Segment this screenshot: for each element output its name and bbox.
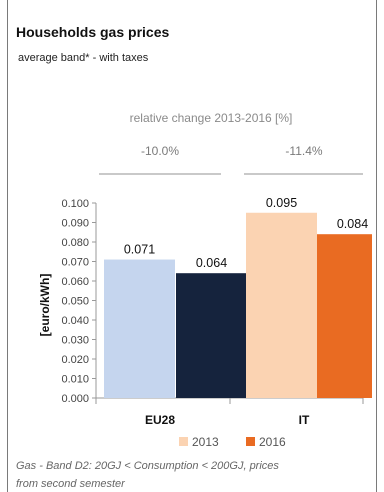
y-tick-label: 0.020 bbox=[61, 354, 89, 366]
chart-svg: Households gas prices average band* - wi… bbox=[16, 24, 372, 490]
bar-eu28-2013 bbox=[104, 259, 175, 398]
y-tick-label: 0.090 bbox=[61, 218, 89, 230]
relative-change-eu28: -10.0% bbox=[141, 144, 179, 158]
chart-panel: Households gas prices average band* - wi… bbox=[13, 0, 372, 492]
right-frame-line bbox=[376, 0, 377, 492]
y-tick-label: 0.030 bbox=[61, 335, 89, 347]
data-label-eu28-2016: 0.064 bbox=[196, 256, 227, 270]
data-label-it-2016: 0.084 bbox=[337, 217, 368, 231]
y-tick-label: 0.050 bbox=[61, 296, 89, 308]
footnote-line-2: from second semester bbox=[16, 478, 126, 490]
legend-swatch-2013 bbox=[179, 437, 188, 446]
data-label-eu28-2013: 0.071 bbox=[124, 243, 155, 257]
category-label-it: IT bbox=[299, 413, 310, 427]
chart-subtitle: average band* - with taxes bbox=[18, 52, 149, 64]
y-tick-label: 0.060 bbox=[61, 276, 89, 288]
relative-change-it: -11.4% bbox=[285, 144, 322, 158]
relative-change-header: relative change 2013-2016 [%] bbox=[130, 111, 293, 125]
category-label-eu28: EU28 bbox=[145, 413, 175, 427]
bar-eu28-2016 bbox=[176, 273, 247, 398]
y-tick-label: 0.000 bbox=[61, 393, 89, 405]
chart-title: Households gas prices bbox=[16, 24, 169, 40]
data-label-it-2013: 0.095 bbox=[266, 196, 297, 210]
y-axis-label: [euro/kWh] bbox=[38, 274, 52, 337]
y-tick-label: 0.010 bbox=[61, 374, 89, 386]
y-tick-label: 0.100 bbox=[61, 198, 89, 210]
y-tick-label: 0.080 bbox=[61, 237, 89, 249]
y-tick-label: 0.070 bbox=[61, 257, 89, 269]
bar-it-2013 bbox=[246, 212, 317, 398]
footnote-line-1: Gas - Band D2: 20GJ < Consumption < 200G… bbox=[16, 460, 279, 472]
legend-label-2013: 2013 bbox=[192, 435, 219, 449]
legend-label-2016: 2016 bbox=[259, 435, 286, 449]
y-tick-label: 0.040 bbox=[61, 315, 89, 327]
bar-it-2016 bbox=[317, 234, 372, 398]
legend-swatch-2016 bbox=[246, 437, 255, 446]
left-frame-line bbox=[7, 0, 8, 492]
